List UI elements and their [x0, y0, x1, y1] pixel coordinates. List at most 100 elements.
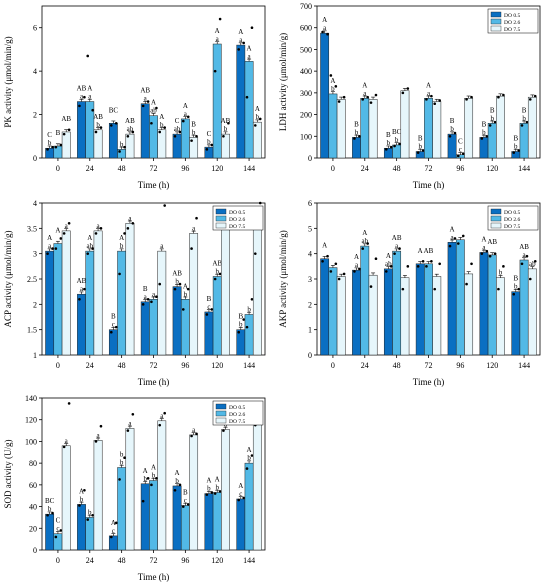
- bar-do7_5: [336, 99, 346, 159]
- data-point: [398, 142, 401, 146]
- significance-label: b: [207, 138, 211, 146]
- data-point: [366, 242, 369, 245]
- significance-label: A: [183, 102, 188, 110]
- bar-do7_5: [400, 90, 410, 159]
- data-point: [213, 492, 217, 495]
- significance-label: A: [87, 85, 92, 93]
- significance-label: A: [143, 467, 148, 475]
- bar-do7_5: [432, 276, 442, 356]
- significance-label: AB: [519, 243, 529, 251]
- data-point: [186, 115, 190, 119]
- y-tick-label: 140: [25, 394, 37, 403]
- y-tick-label: 20: [29, 524, 37, 533]
- data-point: [525, 120, 529, 124]
- data-point: [163, 126, 166, 129]
- x-tick-label: 48: [118, 361, 126, 370]
- data-point: [195, 134, 198, 138]
- significance-label: A: [247, 44, 252, 52]
- data-point: [461, 234, 465, 238]
- bar-do2_6: [424, 263, 433, 356]
- significance-label: a: [248, 52, 252, 60]
- significance-label: a: [152, 290, 156, 298]
- data-point: [421, 259, 425, 263]
- significance-label: A: [426, 81, 431, 89]
- significance-label: b: [247, 305, 251, 313]
- bar-do0_5: [352, 137, 361, 159]
- bar-do0_5: [352, 269, 361, 356]
- data-point: [190, 139, 193, 142]
- data-point: [242, 41, 245, 45]
- significance-label: a: [395, 242, 399, 250]
- bar-do0_5: [45, 250, 55, 356]
- bar-do0_5: [204, 311, 214, 356]
- significance-label: A: [481, 235, 486, 243]
- bar-do2_6: [360, 245, 370, 356]
- data-point: [83, 488, 86, 492]
- data-point: [46, 513, 49, 517]
- data-point: [222, 429, 225, 432]
- y-tick-label: 200: [300, 111, 312, 120]
- significance-label: b: [247, 454, 251, 462]
- bar-do0_5: [447, 242, 457, 356]
- data-point: [109, 535, 113, 539]
- data-point: [141, 499, 145, 503]
- x-tick-label: 144: [243, 361, 255, 370]
- data-point: [401, 91, 405, 95]
- y-tick-label: 100: [300, 132, 312, 141]
- bar-do0_5: [45, 513, 55, 551]
- bar-do7_5: [336, 276, 346, 356]
- data-point: [59, 237, 63, 240]
- data-point: [190, 434, 193, 438]
- data-point: [109, 330, 113, 334]
- data-point: [406, 87, 410, 90]
- significance-label: b: [215, 267, 219, 275]
- legend-swatch: [215, 222, 227, 229]
- data-point: [416, 151, 420, 154]
- data-point: [480, 137, 484, 140]
- data-point: [99, 424, 103, 428]
- data-point: [114, 521, 118, 525]
- significance-label: A: [151, 464, 156, 472]
- data-point: [126, 134, 130, 138]
- data-point: [326, 32, 329, 36]
- significance-label: AB: [392, 234, 402, 242]
- significance-label: A: [206, 477, 211, 485]
- y-tick-label: 4: [33, 199, 37, 208]
- legend-label: DO 2.6: [229, 217, 245, 223]
- bar-do2_6: [85, 517, 95, 551]
- data-point: [190, 247, 193, 250]
- data-point: [245, 95, 249, 99]
- significance-label: b: [80, 495, 84, 503]
- bar-do2_6: [487, 254, 497, 356]
- significance-label: C: [47, 131, 52, 139]
- data-point: [218, 490, 222, 493]
- significance-label: a: [88, 93, 92, 101]
- data-point: [46, 148, 49, 151]
- data-point: [51, 511, 54, 515]
- x-tick-label: 48: [393, 361, 401, 370]
- bar-do7_5: [527, 268, 537, 356]
- data-point: [67, 128, 71, 132]
- data-point: [123, 145, 126, 149]
- data-point: [517, 149, 520, 152]
- data-point: [195, 216, 198, 220]
- significance-label: a: [192, 426, 196, 434]
- data-point: [425, 265, 428, 268]
- legend-label: DO 7.5: [229, 224, 245, 230]
- significance-label: a: [216, 35, 220, 43]
- bar-do0_5: [108, 329, 118, 356]
- bar-do0_5: [415, 263, 425, 356]
- significance-label: b: [215, 483, 219, 491]
- data-point: [146, 100, 150, 103]
- x-tick-label: 144: [518, 164, 530, 173]
- y-tick-label: 2: [308, 300, 312, 309]
- significance-label: C: [458, 138, 463, 146]
- data-point: [401, 287, 405, 291]
- significance-label: b: [418, 142, 422, 150]
- data-point: [369, 101, 373, 104]
- significance-label: BC: [392, 128, 402, 136]
- significance-label: a: [160, 412, 164, 420]
- bar-do0_5: [140, 483, 150, 551]
- data-point: [389, 145, 393, 149]
- x-tick-label: 24: [361, 164, 369, 173]
